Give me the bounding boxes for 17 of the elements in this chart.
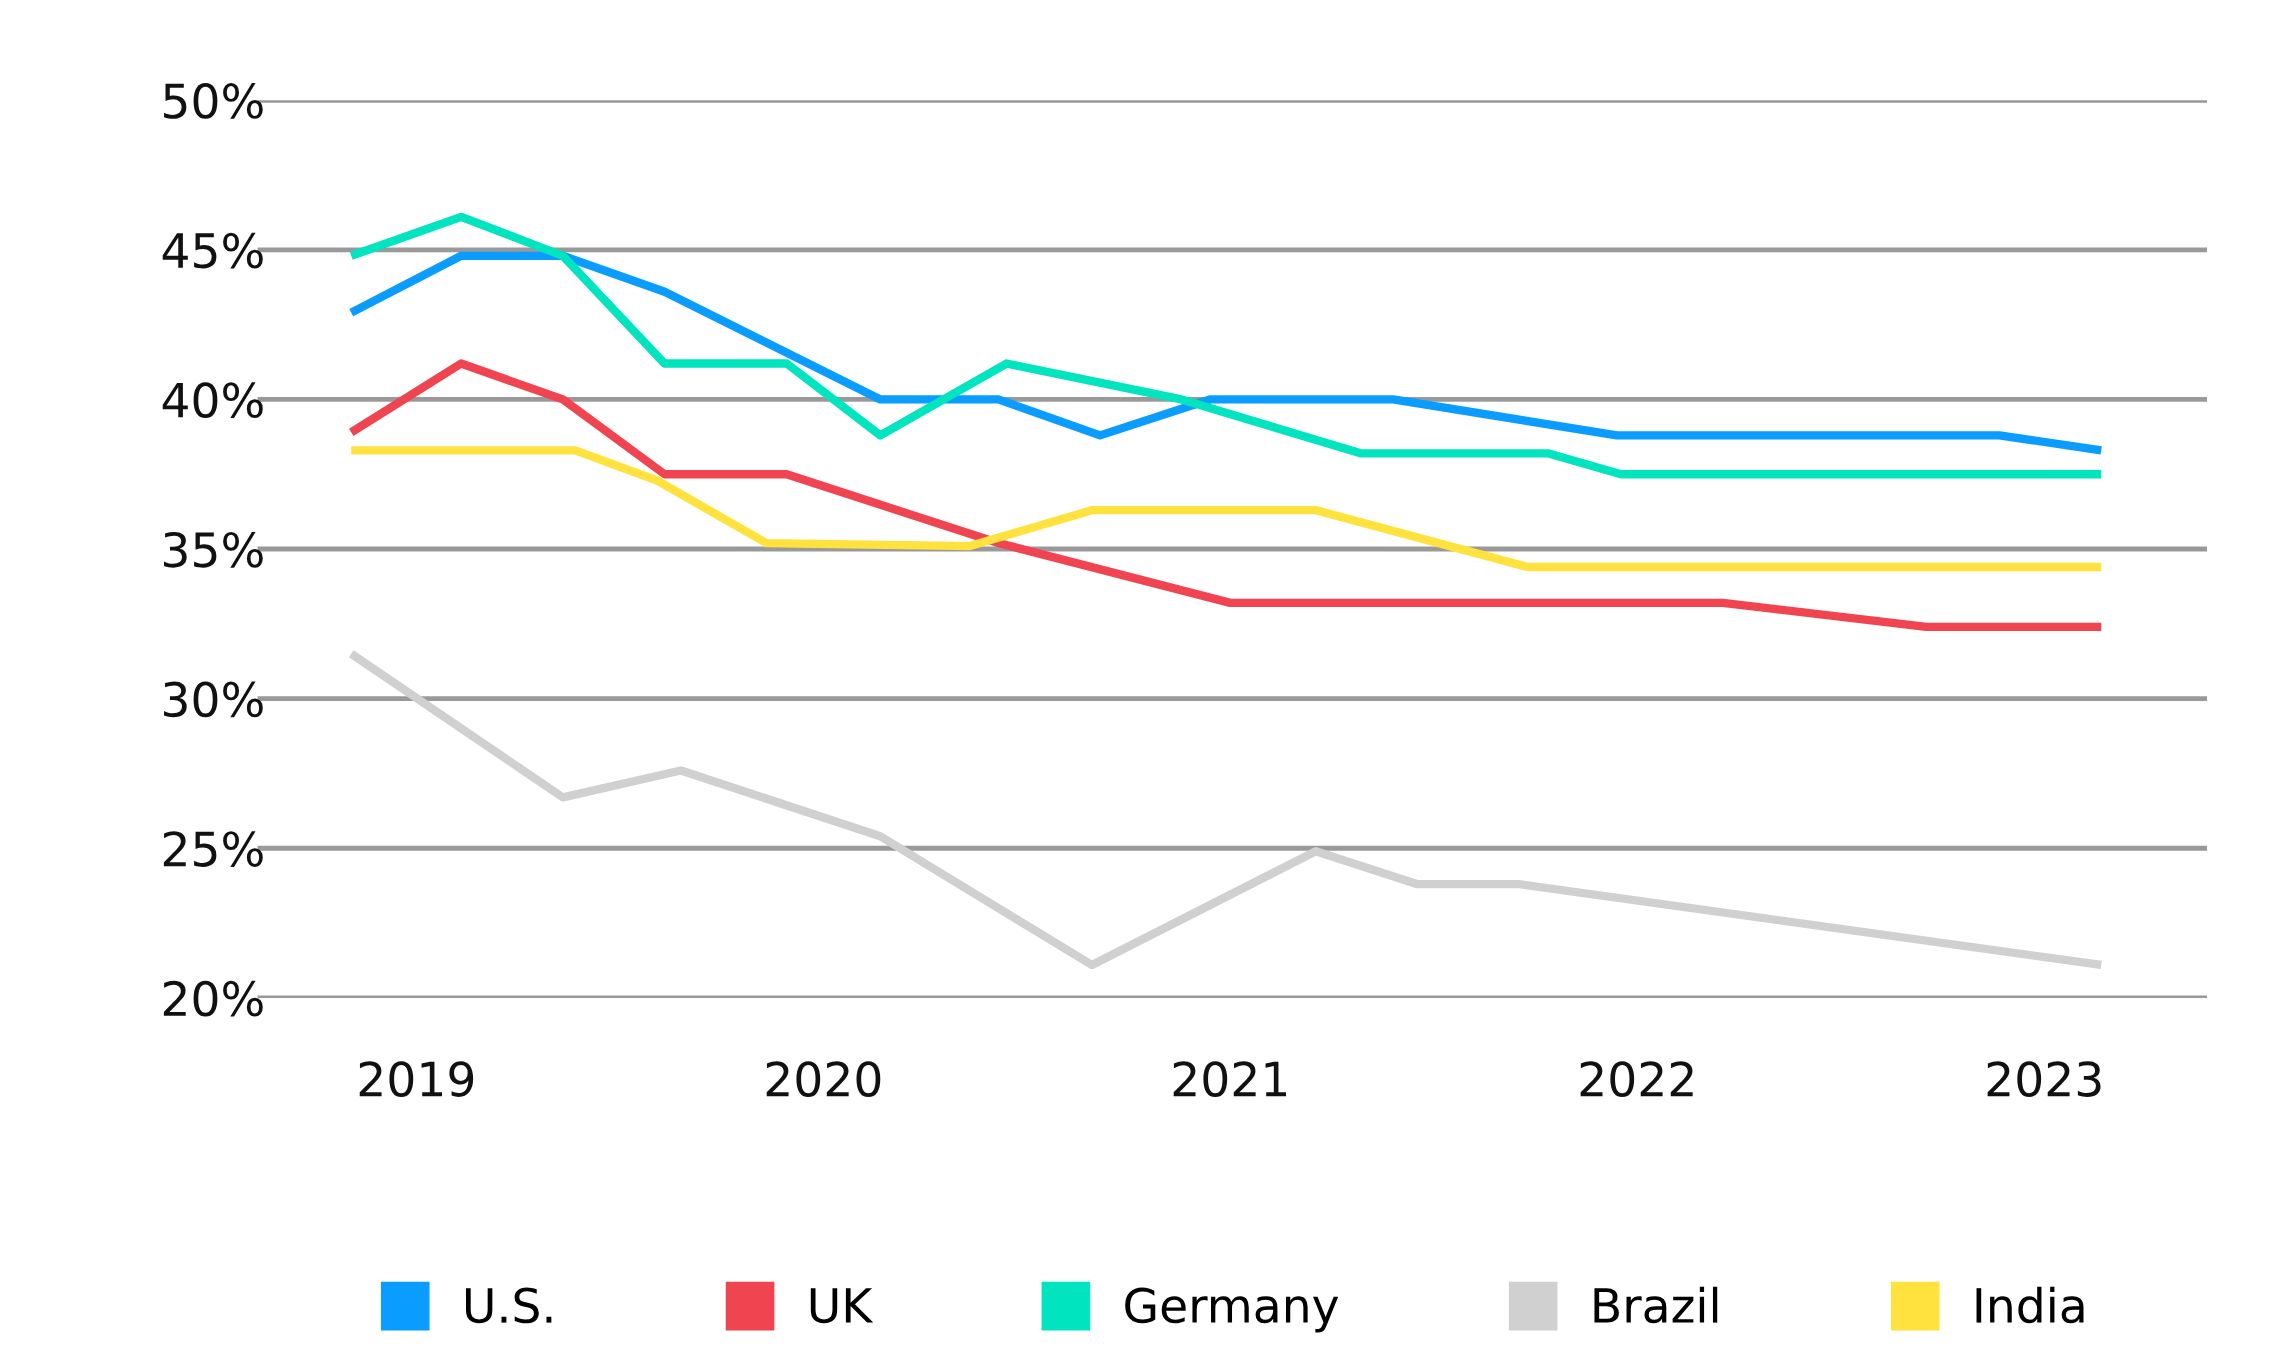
legend-label: Germany xyxy=(1125,1287,1339,1333)
y-tick-label: 25% xyxy=(163,831,263,867)
x-tick-label: 2021 xyxy=(1173,1061,1287,1097)
x-tick-label: 2022 xyxy=(1580,1061,1693,1097)
legend-label: UK xyxy=(810,1288,874,1324)
x-tick-label: 2023 xyxy=(1987,1061,2101,1097)
legend-label: Brazil xyxy=(1594,1286,1718,1324)
y-tick-label: 50% xyxy=(164,83,263,119)
legend-label: U.S. xyxy=(465,1287,552,1324)
y-tick-label: 40% xyxy=(162,382,263,419)
y-tick-label: 30% xyxy=(164,681,263,718)
x-tick-label: 2020 xyxy=(766,1061,881,1097)
x-tick-label: 2019 xyxy=(359,1061,474,1097)
y-tick-label: 35% xyxy=(164,531,263,568)
y-tick-label: 20% xyxy=(163,980,263,1017)
legend-label: India xyxy=(1976,1286,2084,1324)
y-tick-label: 45% xyxy=(162,232,263,269)
